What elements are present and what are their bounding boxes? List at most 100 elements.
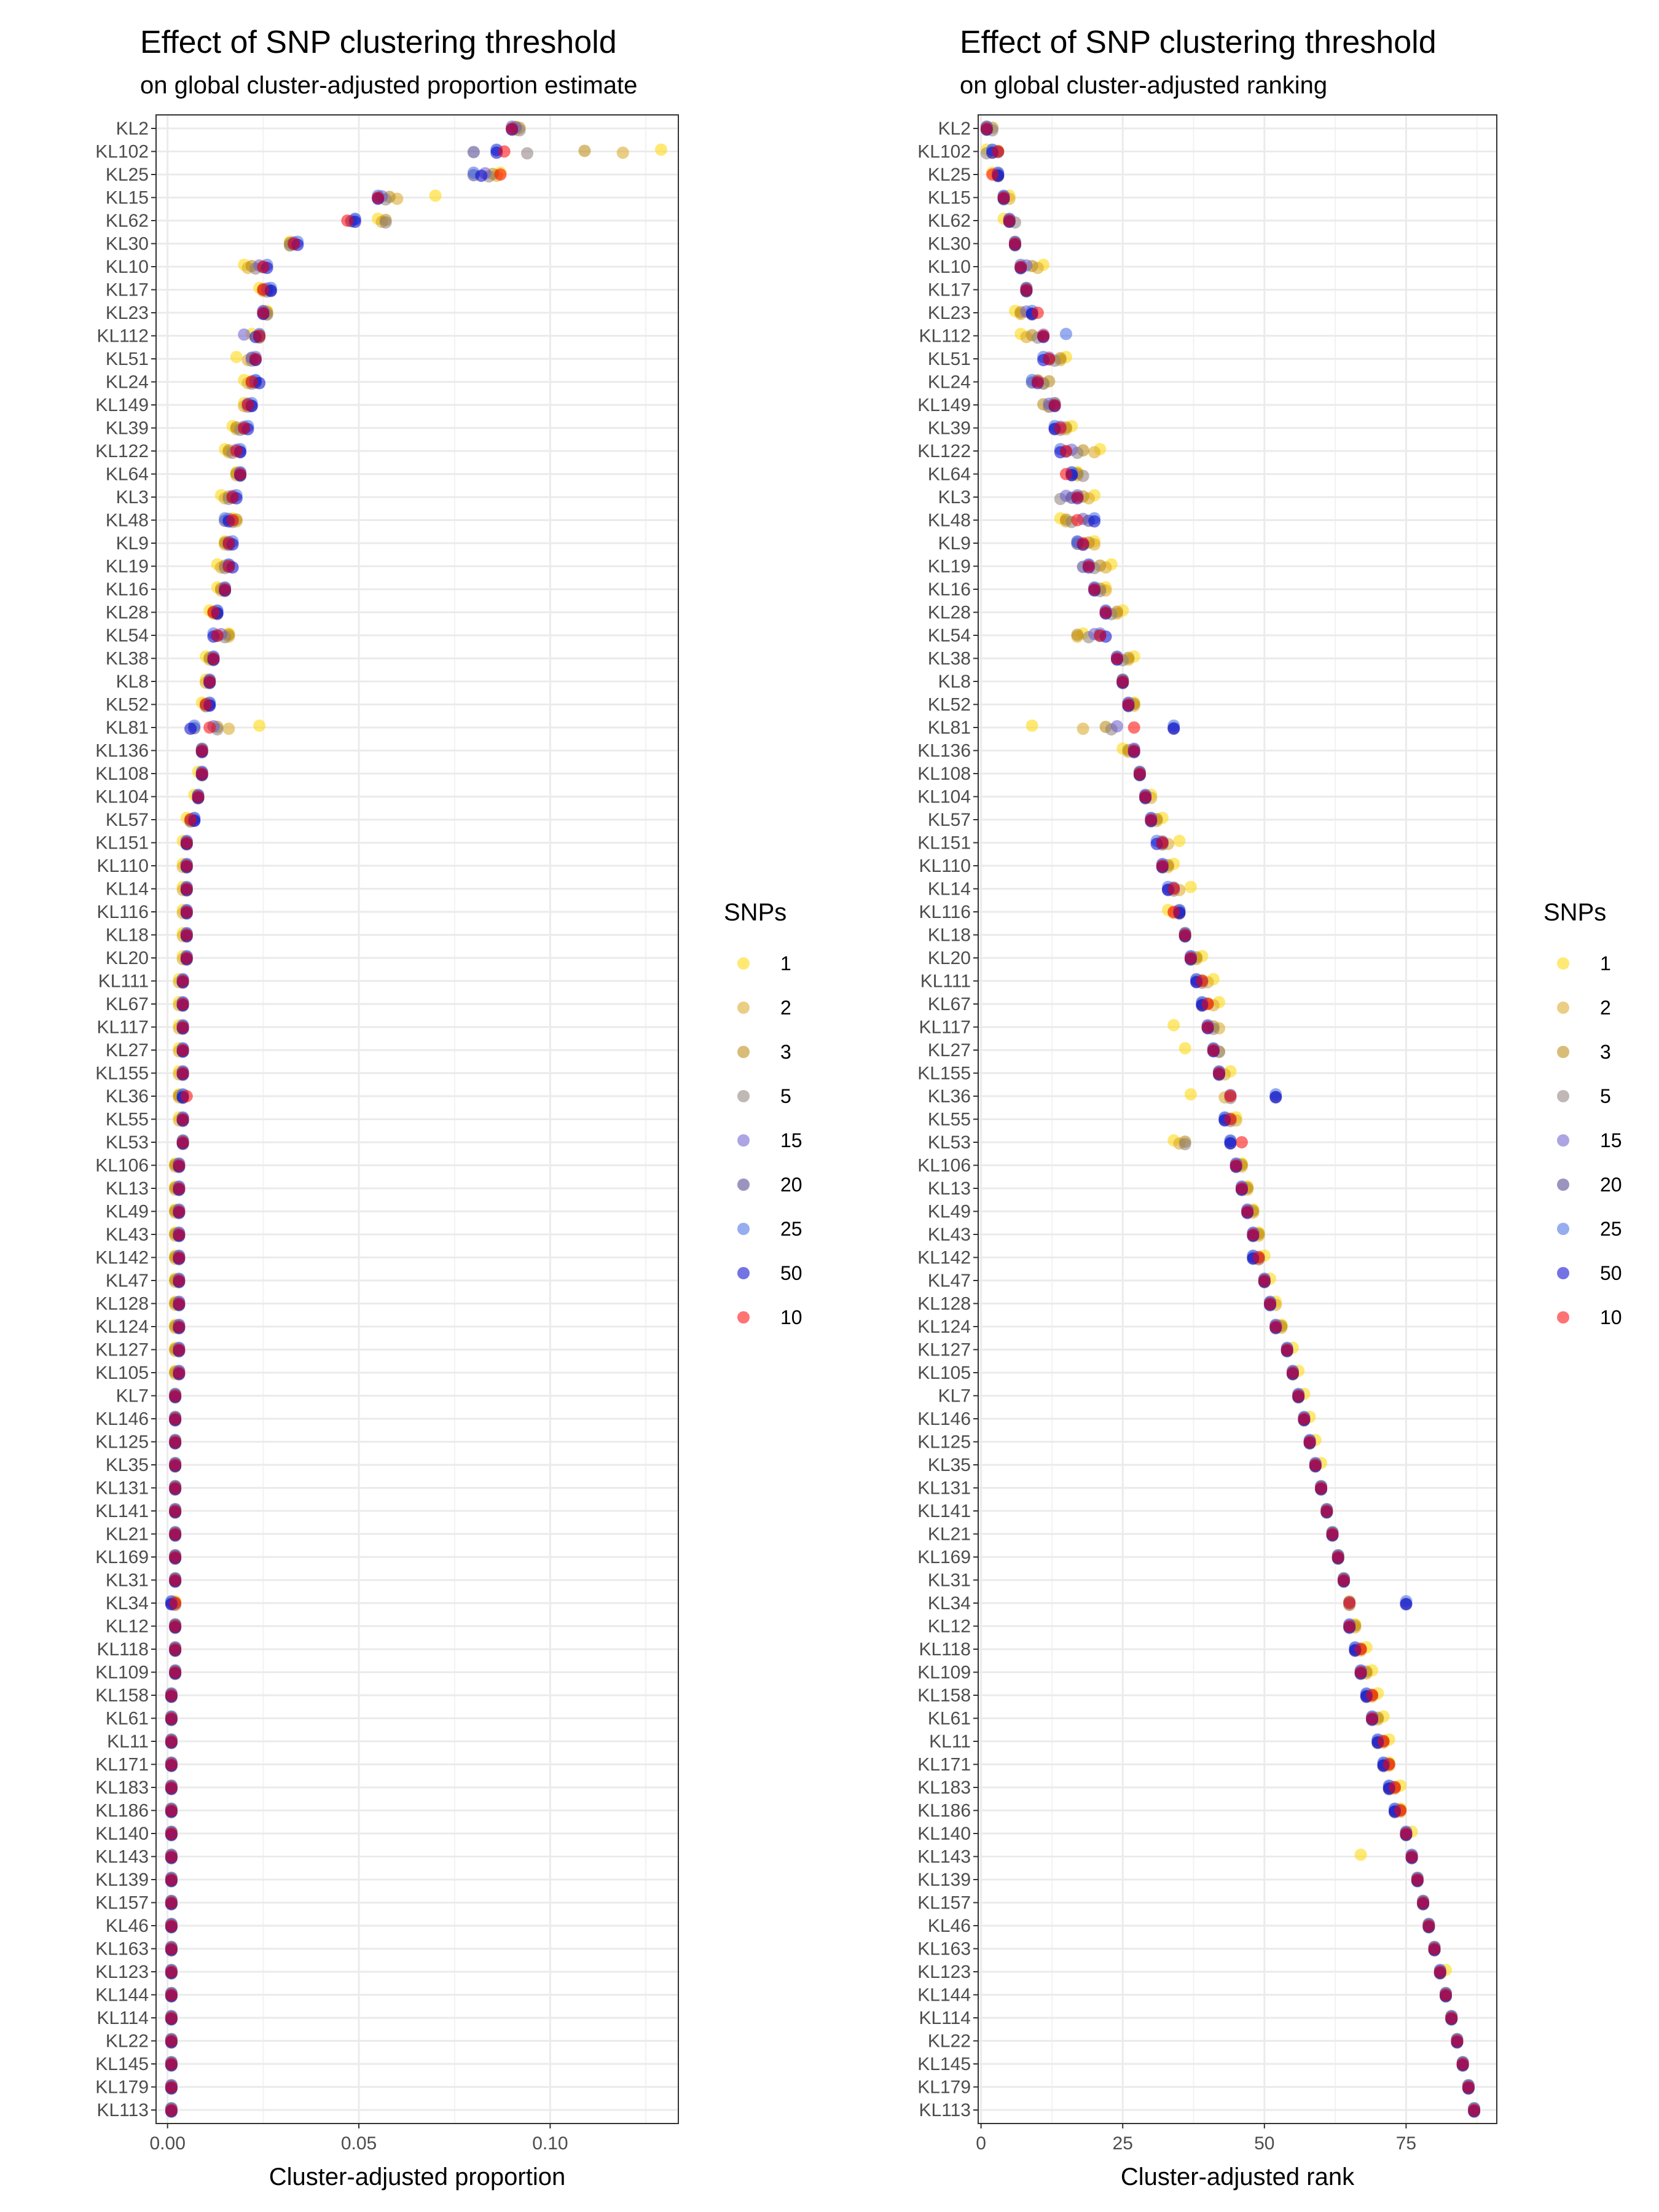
point-kl11-snp-10: [165, 1735, 178, 1747]
y-tick-label: KL38: [928, 649, 971, 669]
point-kl12-snp-10: [1343, 1620, 1356, 1633]
point-kl25-snp-50: [475, 170, 488, 182]
y-tick-label: KL39: [928, 418, 971, 439]
point-kl19-snp-10: [1082, 560, 1095, 573]
point-kl111-snp-10: [176, 975, 189, 987]
x-tick-label: 0: [976, 2133, 986, 2154]
point-kl57-snp-10: [184, 814, 197, 826]
point-kl141-snp-10: [169, 1505, 182, 1517]
y-tick-label: KL109: [95, 1663, 149, 1683]
y-tick-label: KL155: [95, 1064, 149, 1084]
y-tick-label: KL123: [95, 1962, 149, 1982]
legend-key-3: [1557, 1046, 1569, 1058]
y-tick-label: KL46: [928, 1916, 971, 1936]
point-kl113-snp-10: [165, 2104, 178, 2116]
point-kl62-snp-10: [1003, 214, 1016, 227]
point-kl128-snp-10: [1264, 1297, 1277, 1310]
point-kl24-snp-10: [1031, 375, 1044, 388]
y-tick-label: KL128: [917, 1294, 971, 1314]
x-axis: 0.00 0.05 0.10 Cluster-adjusted proportion: [149, 2124, 568, 2190]
y-tick-label: KL31: [106, 1571, 149, 1591]
y-tick-label: KL106: [917, 1156, 971, 1176]
point-kl102-snp-3: [578, 144, 591, 157]
point-kl14-snp-10: [1167, 882, 1180, 895]
point-kl108-snp-10: [195, 767, 208, 780]
point-kl114-snp-10: [165, 2012, 178, 2024]
y-tick-label: KL39: [106, 418, 149, 439]
y-tick-label: KL124: [95, 1317, 149, 1337]
point-kl122-snp-10: [230, 445, 243, 457]
x-tick-label: 0.05: [341, 2133, 377, 2154]
point-kl112-snp-15: [238, 328, 251, 341]
legend-title: SNPs: [724, 899, 786, 926]
y-tick-label: KL28: [106, 603, 149, 623]
point-kl51-snp-1: [230, 351, 243, 363]
point-kl14-snp-1: [1184, 880, 1197, 893]
point-kl163-snp-10: [165, 1942, 178, 1955]
y-tick-label: KL144: [917, 1985, 971, 2006]
y-tick-label: KL12: [928, 1617, 971, 1637]
y-tick-label: KL144: [95, 1985, 149, 2006]
y-tick-label: KL13: [928, 1179, 971, 1199]
point-kl117-snp-10: [1201, 1021, 1214, 1033]
point-kl3-snp-10: [1071, 491, 1084, 503]
point-kl81-snp-50: [184, 723, 197, 735]
y-tick-label: KL116: [96, 902, 149, 922]
y-tick-label: KL131: [95, 1478, 149, 1499]
y-tick-label: KL20: [928, 948, 971, 968]
y-tick-label: KL57: [106, 810, 149, 830]
y-tick-label: KL139: [95, 1870, 149, 1890]
x-axis-label: Cluster-adjusted proportion: [269, 2163, 565, 2190]
point-kl34-snp-50: [1400, 1598, 1413, 1610]
y-tick-label: KL186: [95, 1801, 149, 1821]
y-tick-label: KL3: [938, 487, 971, 508]
y-tick-label: KL123: [917, 1962, 971, 1982]
y-tick-label: KL36: [928, 1086, 971, 1107]
point-kl52-snp-10: [199, 698, 212, 711]
y-tick-label: KL25: [928, 165, 971, 185]
point-kl20-snp-10: [180, 952, 193, 964]
y-tick-label: KL113: [919, 2100, 971, 2120]
y-tick-label: KL21: [106, 1524, 149, 1545]
point-kl142-snp-10: [1252, 1251, 1265, 1264]
y-tick-label: KL102: [917, 142, 971, 162]
y-tick-label: KL112: [919, 326, 971, 347]
y-tick-label: KL158: [917, 1685, 971, 1706]
y-tick-label: KL125: [917, 1432, 971, 1453]
point-kl64-snp-10: [233, 468, 246, 480]
y-tick-label: KL12: [106, 1617, 149, 1637]
point-kl151-snp-10: [1156, 836, 1169, 849]
y-tick-label: KL38: [106, 649, 149, 669]
legend-label-5: 5: [780, 1085, 791, 1107]
y-tick-label: KL118: [96, 1639, 149, 1660]
point-kl155-snp-10: [1213, 1067, 1226, 1080]
data-points: [165, 120, 667, 2118]
y-tick-label: KL105: [917, 1363, 971, 1383]
y-tick-label: KL81: [928, 718, 971, 738]
legend-label-10: 10: [780, 1306, 802, 1328]
y-tick-label: KL127: [95, 1340, 149, 1360]
legend-label-2: 2: [1600, 997, 1611, 1019]
chart-title: Effect of SNP clustering threshold: [140, 25, 617, 60]
y-tick-label: KL15: [928, 188, 971, 208]
point-kl143-snp-10: [1405, 1850, 1418, 1863]
y-tick-label: KL142: [95, 1248, 149, 1268]
point-kl2-snp-10: [506, 122, 519, 135]
point-kl46-snp-10: [165, 1920, 178, 1932]
point-kl112-snp-10: [253, 329, 266, 342]
point-kl7-snp-10: [169, 1389, 182, 1402]
point-kl13-snp-10: [173, 1182, 186, 1194]
point-kl14-snp-10: [180, 882, 193, 895]
legend-key-1: [1557, 957, 1569, 970]
plot-border: [978, 114, 1497, 2124]
point-kl145-snp-10: [165, 2058, 178, 2070]
point-kl106-snp-10: [1230, 1159, 1242, 1172]
panel-rank: Effect of SNP clustering threshold on glo…: [917, 25, 1622, 2190]
point-kl131-snp-10: [169, 1481, 182, 1494]
y-tick-label: KL53: [928, 1132, 971, 1153]
legend-label-15: 15: [780, 1129, 802, 1151]
y-tick-label: KL8: [938, 672, 971, 692]
gridlines: [156, 115, 678, 2124]
point-kl149-snp-10: [1048, 399, 1061, 411]
y-tick-label: KL14: [928, 879, 971, 900]
